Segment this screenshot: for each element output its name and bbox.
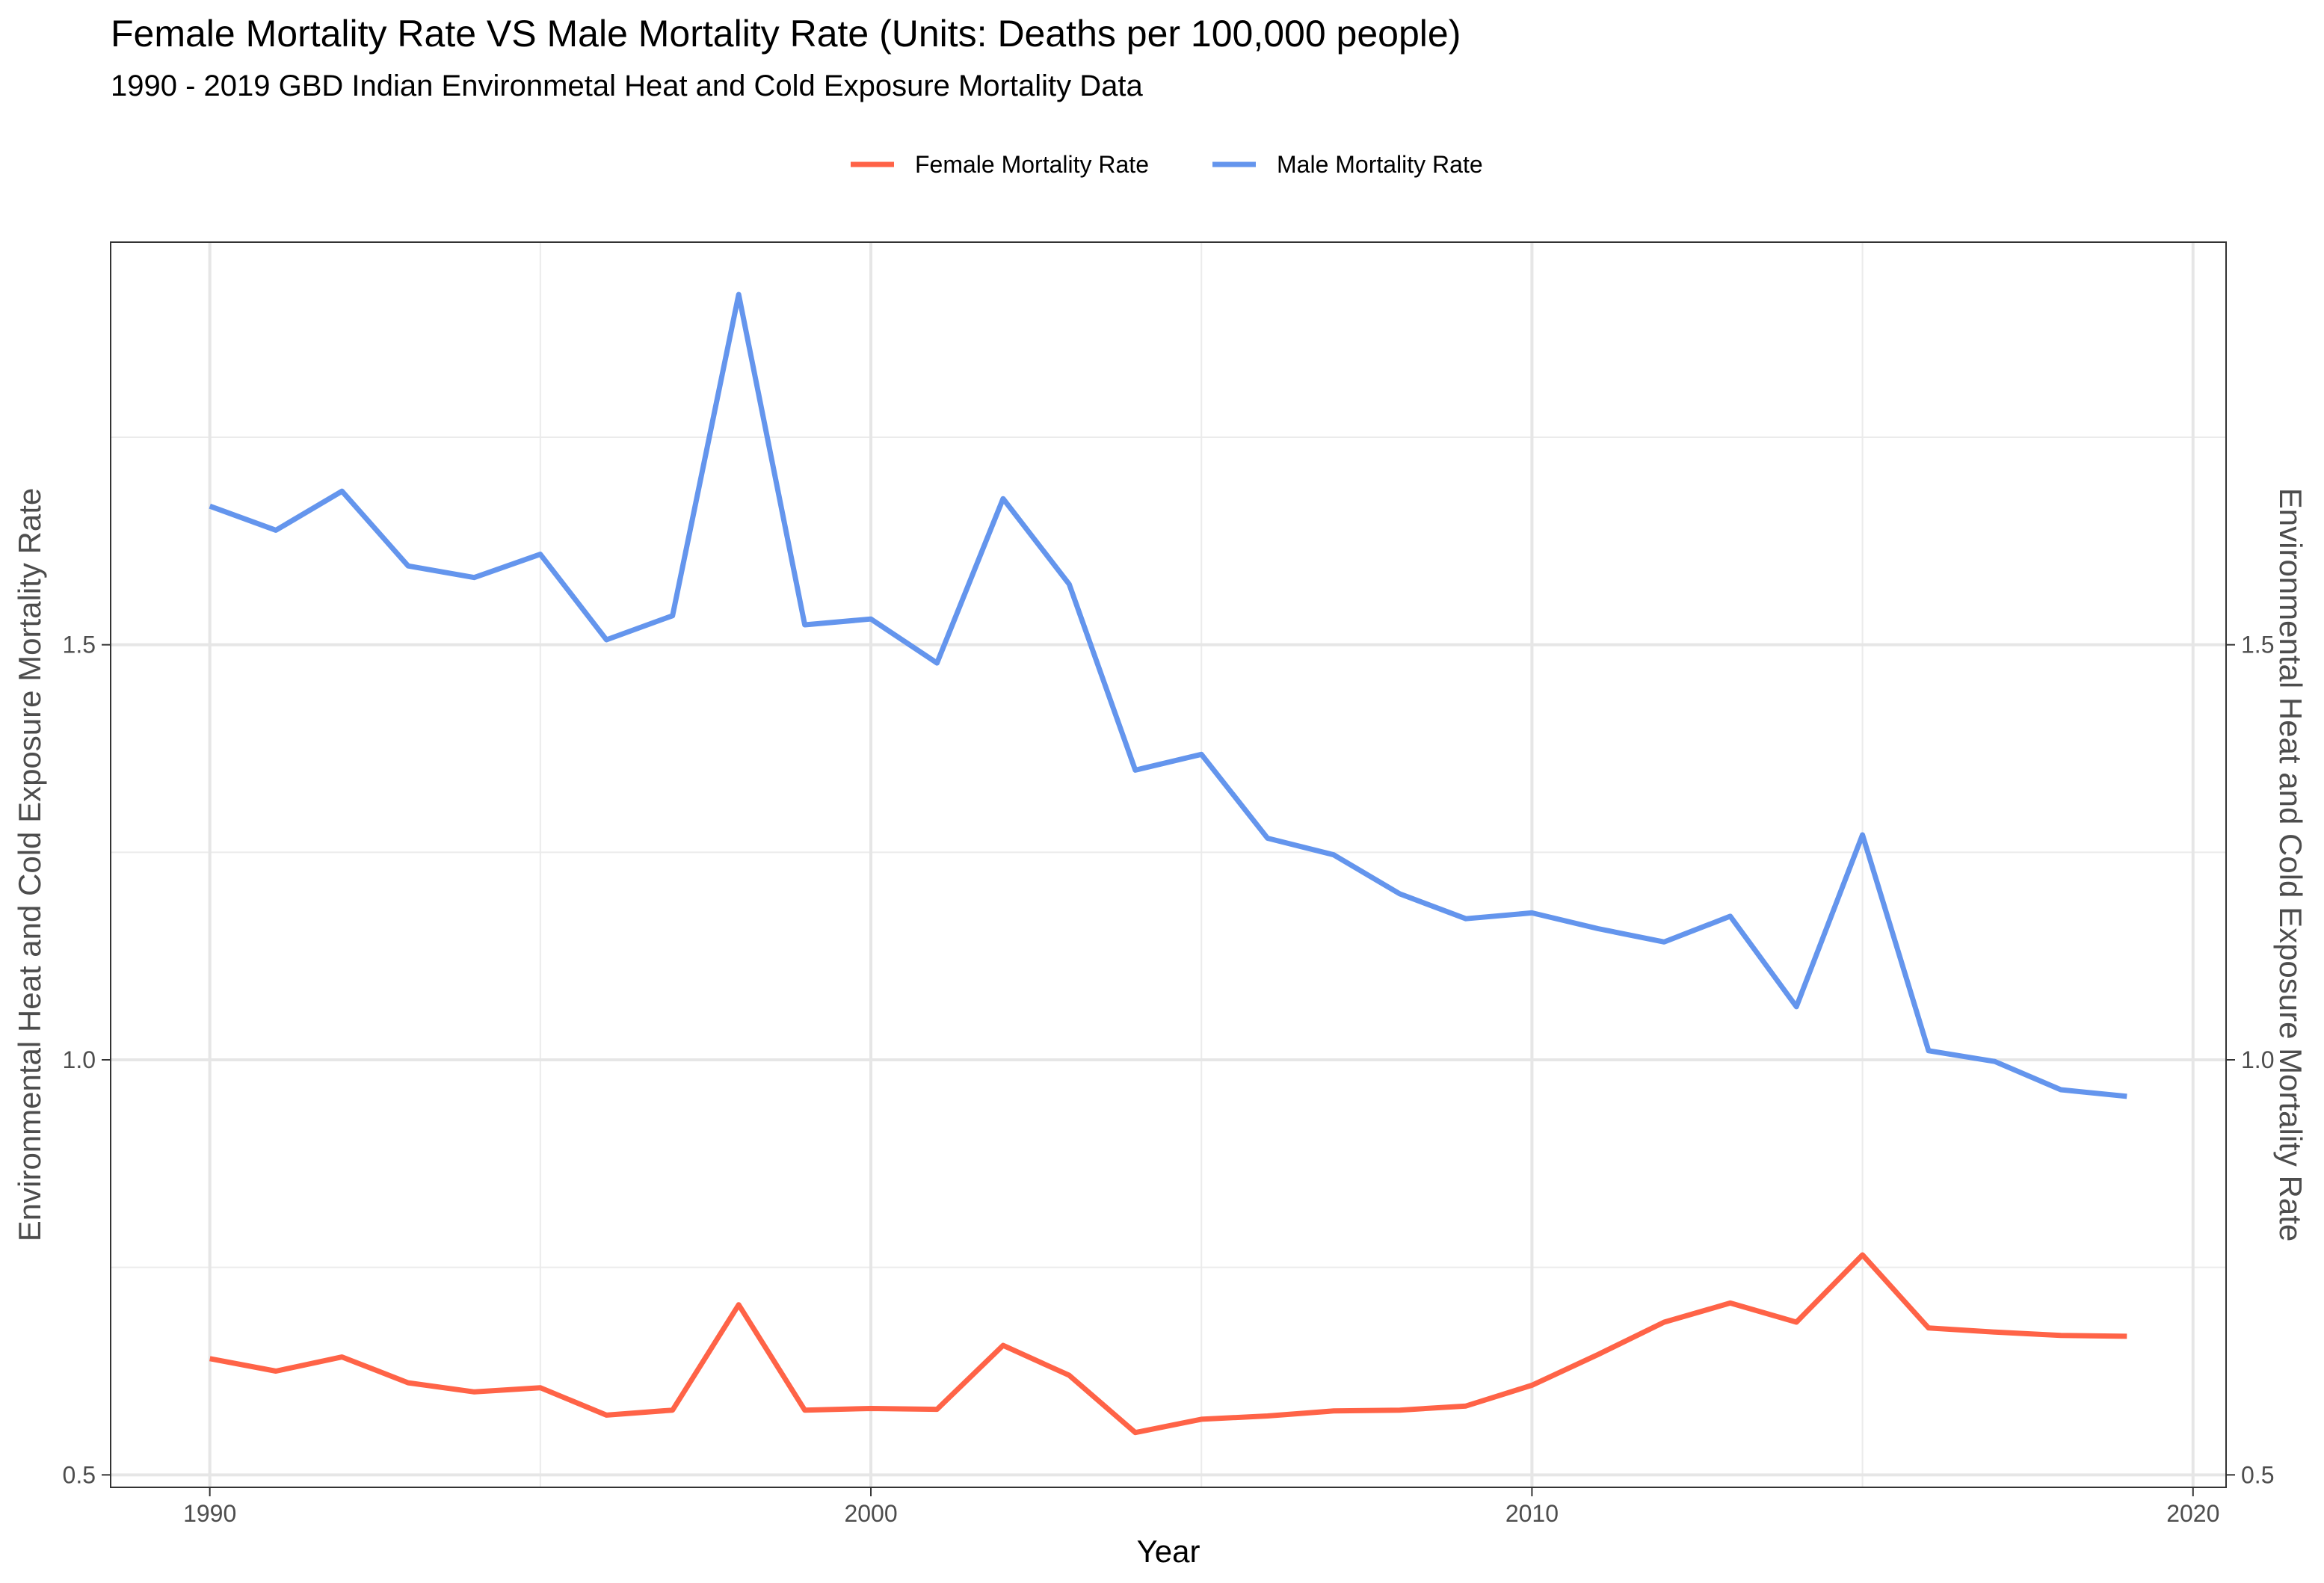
x-tick-label: 2020 bbox=[2166, 1500, 2219, 1527]
x-axis-title: Year bbox=[1137, 1534, 1200, 1569]
y-tick-label-right: 1.0 bbox=[2241, 1046, 2274, 1073]
y-axis-title-left: Environmental Heat and Cold Exposure Mor… bbox=[12, 488, 47, 1242]
y-tick-label-right: 0.5 bbox=[2241, 1461, 2274, 1488]
x-tick-label: 2010 bbox=[1505, 1500, 1559, 1527]
series-line-male-mortality-rate bbox=[209, 291, 2127, 1099]
chart-subtitle: 1990 - 2019 GBD Indian Environmetal Heat… bbox=[111, 70, 1143, 102]
x-tick-label: 1990 bbox=[183, 1500, 236, 1527]
plot-panel-border bbox=[110, 241, 2227, 1488]
y-tick-label-left: 1.0 bbox=[63, 1046, 96, 1073]
y-tick-label-left: 1.5 bbox=[63, 632, 96, 658]
series-layer bbox=[209, 291, 2127, 1436]
chart-title: Female Mortality Rate VS Male Mortality … bbox=[111, 13, 1461, 55]
minor-gridlines bbox=[111, 242, 2226, 1487]
legend-label-female-mortality-rate: Female Mortality Rate bbox=[915, 151, 1149, 178]
x-axis: 1990 2000 2010 2020 bbox=[183, 1487, 2219, 1527]
major-gridlines bbox=[111, 242, 2226, 1487]
legend: Female Mortality Rate Male Mortality Rate bbox=[851, 151, 1483, 178]
y-axis-title-right: Environmental Heat and Cold Exposure Mor… bbox=[2273, 488, 2308, 1242]
legend-label-male-mortality-rate: Male Mortality Rate bbox=[1277, 151, 1483, 178]
y-tick-label-left: 0.5 bbox=[63, 1461, 96, 1488]
y-axis-left: 0.5 1.0 1.5 bbox=[63, 632, 111, 1488]
x-tick-label: 2000 bbox=[844, 1500, 897, 1527]
series-line-female-mortality-rate bbox=[209, 1252, 2127, 1436]
y-tick-label-right: 1.5 bbox=[2241, 632, 2274, 658]
y-axis-right: 0.5 1.0 1.5 bbox=[2226, 632, 2274, 1488]
